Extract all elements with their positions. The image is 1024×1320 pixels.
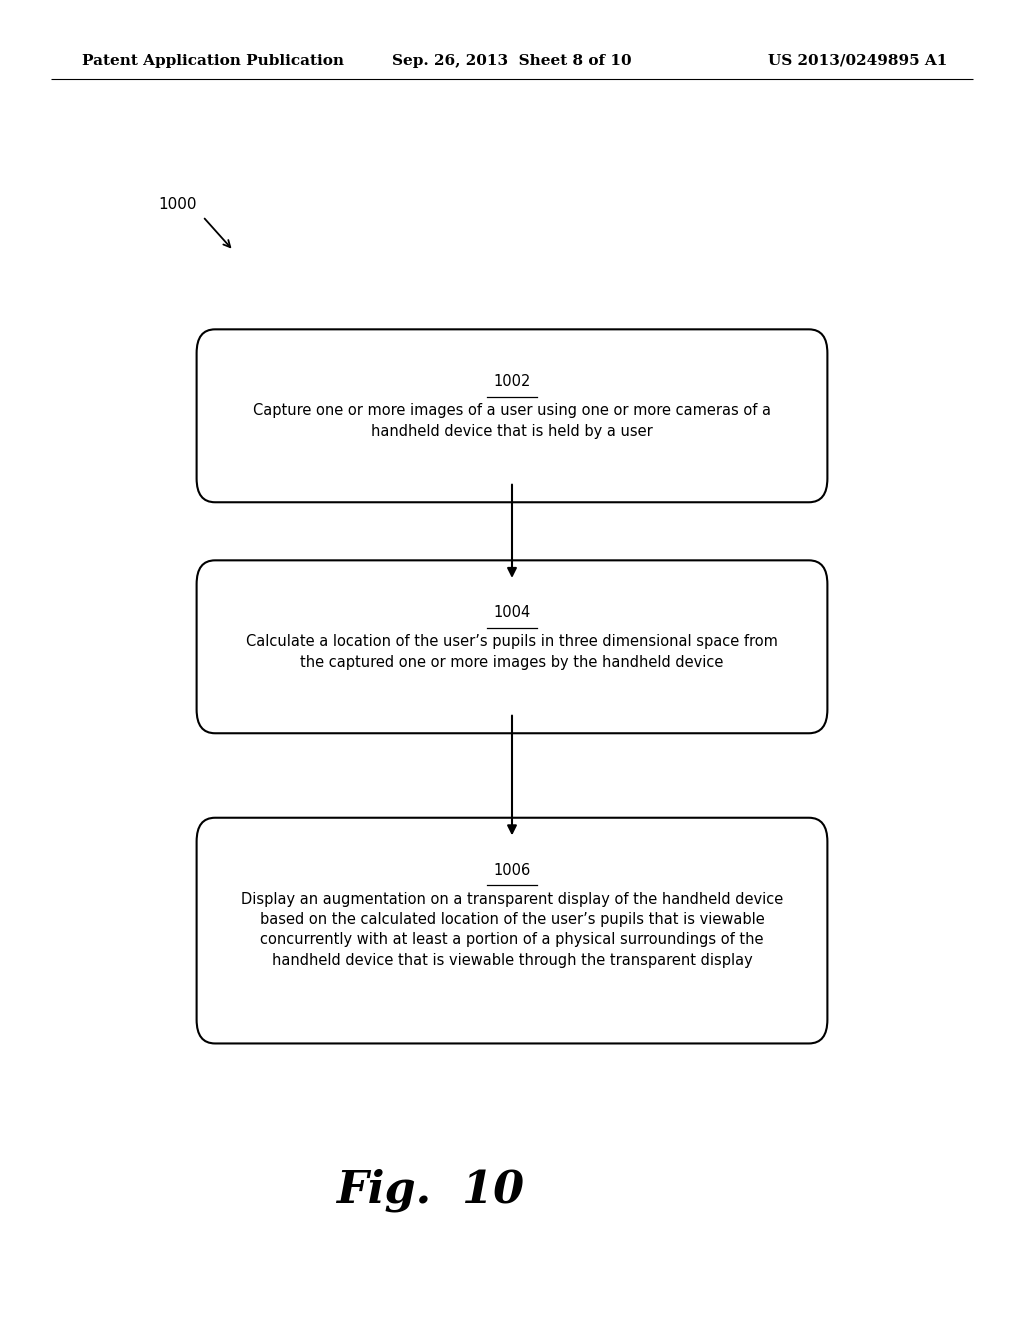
Text: 1000: 1000 bbox=[159, 197, 198, 213]
Text: 1006: 1006 bbox=[494, 863, 530, 878]
FancyBboxPatch shape bbox=[197, 560, 827, 734]
Text: Capture one or more images of a user using one or more cameras of a
handheld dev: Capture one or more images of a user usi… bbox=[253, 404, 771, 438]
Text: Sep. 26, 2013  Sheet 8 of 10: Sep. 26, 2013 Sheet 8 of 10 bbox=[392, 54, 632, 67]
Text: US 2013/0249895 A1: US 2013/0249895 A1 bbox=[768, 54, 947, 67]
FancyBboxPatch shape bbox=[197, 817, 827, 1043]
Text: Calculate a location of the user’s pupils in three dimensional space from
the ca: Calculate a location of the user’s pupil… bbox=[246, 635, 778, 669]
Text: Display an augmentation on a transparent display of the handheld device
based on: Display an augmentation on a transparent… bbox=[241, 892, 783, 968]
Text: Patent Application Publication: Patent Application Publication bbox=[82, 54, 344, 67]
Text: 1004: 1004 bbox=[494, 605, 530, 620]
FancyBboxPatch shape bbox=[197, 329, 827, 502]
Text: Fig.  10: Fig. 10 bbox=[336, 1170, 524, 1212]
Text: 1002: 1002 bbox=[494, 375, 530, 389]
